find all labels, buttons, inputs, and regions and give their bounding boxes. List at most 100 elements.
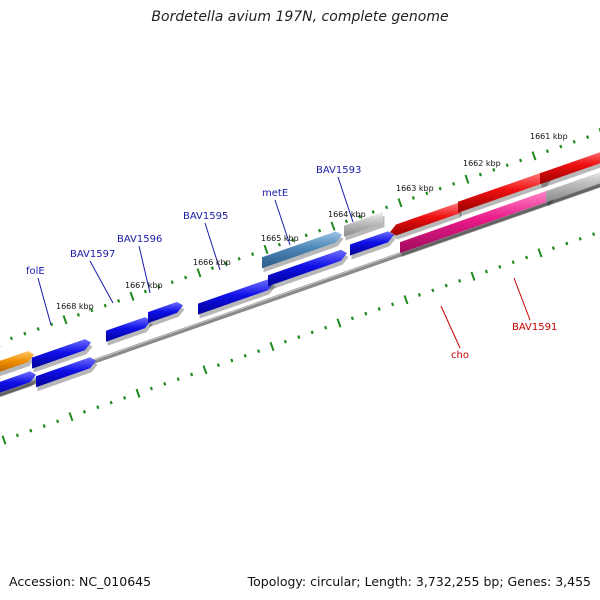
upper-minor-tick: [411, 196, 415, 200]
genome-summary-text: Topology: circular; Length: 3,732,255 bp…: [247, 574, 591, 589]
BAV1597-leader: [89, 260, 114, 304]
lower-minor-tick: [578, 236, 582, 241]
cho-gene[interactable]: [400, 190, 554, 254]
lower-minor-tick: [297, 335, 301, 339]
lower-minor-tick: [324, 325, 328, 330]
orange-gene[interactable]: [0, 351, 34, 375]
reverse-gene-b[interactable]: [458, 171, 551, 213]
upper-minor-tick: [251, 252, 255, 256]
lower-major-tick: [470, 271, 476, 281]
reverse-gene-a[interactable]: [390, 202, 460, 236]
upper-minor-tick: [425, 191, 429, 196]
lower-minor-tick: [525, 255, 529, 260]
lower-minor-tick: [15, 433, 19, 438]
sequence-backbone: [0, 182, 600, 397]
BAV1597-gene[interactable]: [106, 317, 151, 342]
metE-gene[interactable]: [262, 231, 342, 269]
upper-major-tick: [330, 221, 336, 231]
BAV1593-leader: [337, 176, 354, 223]
gene-features: [0, 149, 600, 398]
upper-tick-track: [0, 128, 600, 348]
lower-minor-tick: [82, 410, 86, 414]
lower-major-tick: [537, 248, 543, 258]
lower-minor-tick: [283, 339, 287, 344]
lower-minor-tick: [350, 316, 354, 321]
lower-major-tick: [336, 318, 342, 328]
upper-minor-tick: [438, 186, 442, 191]
metE-leader: [274, 199, 291, 246]
gene-label-cho[interactable]: cho: [451, 350, 469, 361]
lower-minor-tick: [190, 372, 194, 377]
gene-label-BAV1596[interactable]: BAV1596: [117, 234, 162, 245]
lower-minor-tick: [592, 232, 596, 236]
gene-label-metE[interactable]: metE: [262, 188, 288, 199]
scale-label-1663: 1663 kbp: [396, 184, 434, 193]
lower-minor-tick: [257, 349, 261, 353]
upper-minor-tick: [344, 219, 348, 224]
BAV1596-leader: [138, 245, 151, 294]
BAV1598-gene[interactable]: [36, 357, 96, 388]
upper-minor-tick: [291, 238, 295, 242]
gene-label-BAV1595[interactable]: BAV1595: [183, 211, 228, 222]
upper-major-tick: [62, 315, 68, 325]
lower-minor-tick: [243, 353, 247, 358]
upper-minor-tick: [170, 280, 174, 285]
lower-minor-tick: [431, 288, 435, 293]
upper-minor-tick: [36, 327, 40, 331]
reverse-gene-c[interactable]: [540, 149, 600, 185]
upper-minor-tick: [478, 172, 482, 177]
lower-minor-tick: [484, 269, 488, 274]
lower-minor-tick: [56, 419, 60, 424]
lower-minor-tick: [163, 381, 167, 386]
lower-minor-tick: [230, 358, 234, 363]
BAV1593-gene[interactable]: [344, 212, 383, 237]
gene-label-BAV1597[interactable]: BAV1597: [70, 249, 115, 260]
upper-minor-tick: [224, 261, 228, 266]
lower-major-tick: [269, 341, 275, 352]
gene-label-folE[interactable]: folE: [26, 266, 45, 277]
lower-left-gene[interactable]: [0, 371, 36, 396]
upper-minor-tick: [318, 228, 322, 233]
upper-minor-tick: [572, 139, 576, 144]
upper-minor-tick: [371, 210, 375, 214]
BAV1596-gene[interactable]: [148, 301, 183, 324]
lower-major-tick: [403, 295, 409, 305]
BAV1591-leader: [513, 277, 531, 321]
gray-right-gene[interactable]: [546, 169, 600, 203]
upper-minor-tick: [505, 163, 509, 168]
BAV1593-lower-gene[interactable]: [350, 231, 394, 256]
upper-major-tick: [531, 151, 537, 161]
lower-major-tick: [135, 388, 141, 398]
upper-minor-tick: [519, 158, 523, 163]
upper-minor-tick: [157, 284, 161, 289]
metE-gene-lower[interactable]: [268, 249, 347, 287]
upper-minor-tick: [103, 303, 107, 308]
lower-minor-tick: [310, 330, 314, 335]
upper-major-tick: [196, 268, 202, 278]
sequence-backbone-highlight: [0, 182, 600, 394]
scale-label-1666: 1666 kbp: [193, 258, 231, 267]
gene-label-BAV1593[interactable]: BAV1593: [316, 165, 361, 176]
lower-minor-tick: [176, 377, 180, 382]
lower-minor-tick: [149, 386, 153, 391]
lower-minor-tick: [417, 293, 421, 297]
upper-minor-tick: [9, 336, 13, 341]
upper-minor-tick: [358, 214, 362, 219]
upper-major-tick: [397, 198, 403, 208]
lower-major-tick: [1, 435, 7, 445]
upper-minor-tick: [210, 266, 214, 270]
upper-minor-tick: [277, 242, 281, 247]
upper-minor-tick: [304, 233, 308, 238]
upper-minor-tick: [90, 308, 94, 313]
gene-label-BAV1591[interactable]: BAV1591: [512, 322, 557, 333]
upper-major-tick: [129, 291, 135, 301]
folE-gene[interactable]: [32, 339, 91, 369]
BAV1595-gene[interactable]: [198, 279, 274, 315]
scale-label-1665: 1665 kbp: [261, 234, 299, 243]
scale-label-1662: 1662 kbp: [463, 159, 501, 168]
cho-leader: [440, 305, 461, 349]
label-leader-lines: [37, 176, 531, 349]
folE-leader: [37, 277, 52, 326]
lower-minor-tick: [565, 241, 569, 246]
